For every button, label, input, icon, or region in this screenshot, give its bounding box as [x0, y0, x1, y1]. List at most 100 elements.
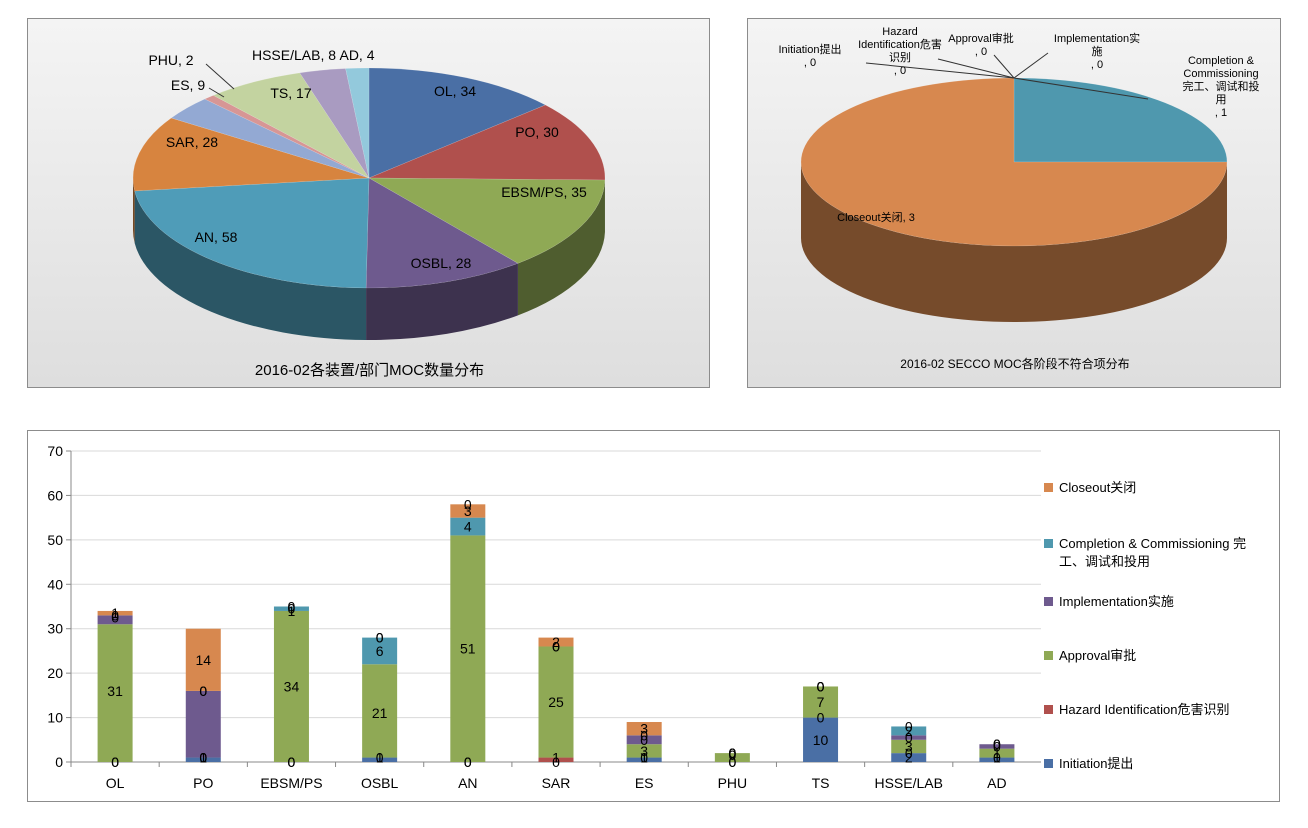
- pie-slice-ol: [368, 67, 547, 179]
- legend-label: Initiation提出: [1059, 756, 1134, 771]
- y-tick-label: 50: [47, 532, 63, 548]
- y-tick-label: 70: [47, 443, 63, 459]
- bar-data-label-ts-approval: 7: [817, 694, 825, 710]
- leader-line-es: [208, 87, 225, 98]
- x-tick-label-osbl: OSBL: [361, 775, 399, 791]
- bar-data-label-sar-implementation: 0: [552, 638, 560, 654]
- bar-data-label-es-initiation: 1: [640, 750, 648, 766]
- legend-item-implementation: Implementation实施: [1044, 593, 1259, 611]
- stage-pie-svg: Initiation提出, 0 Hazard Identification危害识别,…: [779, 26, 1260, 322]
- pie-data-label-approval: Approval审批, 0: [948, 31, 1013, 58]
- leader-line-implementation: [1013, 52, 1049, 79]
- legend-swatch: [1044, 539, 1053, 548]
- pie-slice-side-an: [134, 190, 367, 340]
- bar-data-label-phu-implementation: 0: [728, 745, 736, 761]
- bar-data-label-hsse-lab-implementation: 0: [905, 730, 913, 746]
- bar-segment-osbl-completion-commissioning: [362, 637, 398, 665]
- pie-slice-sar: [132, 117, 370, 192]
- pie-data-label-ebsm-ps: EBSM/PS, 35: [501, 184, 587, 200]
- stage-nonconformance-pie-chart: Initiation提出, 0 Hazard Identification危害识别,…: [747, 18, 1281, 388]
- pie-slice-side-osbl: [366, 263, 518, 340]
- bar-segment-ad-approval: [979, 748, 1015, 758]
- bar-data-label-ts-implementation: 0: [817, 678, 825, 694]
- x-tick-label-ebsm-ps: EBSM/PS: [260, 775, 322, 791]
- bar-data-label-ad-completion-commissioning: 0: [993, 736, 1001, 752]
- leader-line-approval: [993, 54, 1015, 79]
- bar-data-label-an-approval: 51: [460, 641, 476, 657]
- bar-data-label-ebsm-ps-approval: 34: [284, 678, 300, 694]
- department-pie-svg: OL, 34 PO, 30 EBSM/PS, 35 OSBL, 28 AN, 58 SAR…: [132, 47, 606, 340]
- bar-data-label-po-approval: 0: [199, 683, 207, 699]
- legend-label: Approval审批: [1059, 648, 1137, 663]
- bar-data-label-ebsm-ps-implementation: 1: [288, 603, 296, 619]
- bar-segment-es-initiation: [626, 757, 662, 762]
- bar-segment-ad-implementation: [979, 744, 1015, 749]
- y-tick-label: 10: [47, 710, 63, 726]
- pie-chart-title: 2016-02各装置/部门MOC数量分布: [254, 362, 485, 379]
- bar-data-label-es-hazard-identification: 0: [640, 750, 648, 766]
- bar-data-label-sar-closeout: 2: [552, 634, 560, 650]
- pie-data-label-phu: PHU, 2: [148, 52, 193, 68]
- bar-data-label-osbl-hazard-identification: 1: [376, 750, 384, 766]
- bar-data-label-osbl-completion-commissioning: 6: [376, 643, 384, 659]
- leader-line-hazard-identification: [937, 58, 1015, 79]
- bar-segment-phu-approval: [714, 753, 750, 762]
- bar-data-label-po-completion-commissioning: 0: [199, 683, 207, 699]
- bar-data-label-ebsm-ps-hazard-identification: 0: [288, 754, 296, 770]
- pie-chart-title: 2016-02 SECCO MOC各阶段不符合项分布: [900, 357, 1130, 371]
- legend-label: Completion & Commissioning 完工、调试和投用: [1059, 536, 1247, 569]
- pie-data-label-hazard-identification: Hazard Identification危害识别, 0: [858, 26, 942, 77]
- bar-data-label-sar-initiation: 0: [552, 754, 560, 770]
- bar-segment-osbl-initiation: [362, 757, 398, 762]
- y-tick-label: 0: [55, 754, 63, 770]
- bar-data-label-po-initiation: 0: [199, 750, 207, 766]
- bar-data-label-ol-initiation: 0: [111, 754, 119, 770]
- bar-data-label-po-closeout: 14: [195, 652, 211, 668]
- bar-data-label-hsse-lab-hazard-identification: 0: [905, 745, 913, 761]
- x-tick-label-po: PO: [193, 775, 213, 791]
- bar-data-label-ad-hazard-identification: 0: [993, 750, 1001, 766]
- bar-data-label-sar-hazard-identification: 1: [552, 750, 560, 766]
- leader-line-initiation: [865, 62, 1015, 79]
- bar-data-label-phu-initiation: 0: [728, 754, 736, 770]
- stacked-bar-chart: 0 10 20 30 40 50 60 70 OL PO EBSM/PS OSBL AN SAR ES PHU…: [27, 430, 1280, 802]
- legend-item-approval: Approval审批: [1044, 647, 1259, 665]
- bar-data-label-ts-initiation: 10: [813, 732, 829, 748]
- x-tick-label-an: AN: [458, 775, 477, 791]
- bar-segment-hsse-lab-implementation: [891, 735, 927, 740]
- bar-segment-ebsm-ps-approval: [273, 610, 309, 762]
- legend-swatch: [1044, 705, 1053, 714]
- legend-swatch: [1044, 651, 1053, 660]
- pie-slice-an: [134, 177, 370, 289]
- bar-segment-hsse-lab-completion-commissioning: [891, 726, 927, 736]
- legend-label: Hazard Identification危害识别: [1059, 702, 1230, 717]
- y-tick-label: 60: [47, 487, 63, 503]
- bar-data-label-an-implementation: 0: [464, 496, 472, 512]
- bar-segment-ol-closeout: [97, 610, 133, 616]
- y-tick-label: 20: [47, 665, 63, 681]
- bar-segment-sar-closeout: [538, 637, 574, 647]
- pie-data-label-an: AN, 58: [195, 229, 238, 245]
- bar-data-label-ad-implementation: 0: [993, 738, 1001, 754]
- bar-data-label-ad-closeout: 0: [993, 736, 1001, 752]
- bar-data-label-hsse-lab-closeout: 0: [905, 718, 913, 734]
- bar-segment-an-completion-commissioning: [450, 517, 486, 536]
- pie-data-label-sar: SAR, 28: [166, 134, 218, 150]
- pie-data-label-ts: TS, 17: [270, 85, 311, 101]
- bar-segment-po-initiation: [185, 757, 221, 762]
- legend-item-closeout: Closeout关闭: [1044, 479, 1259, 497]
- legend-item-initiation: Initiation提出: [1044, 755, 1259, 773]
- y-tick-label: 30: [47, 621, 63, 637]
- bar-data-label-es-approval: 3: [640, 743, 648, 759]
- bar-data-label-an-completion-commissioning: 4: [464, 519, 472, 535]
- bar-data-label-ebsm-ps-initiation: 0: [288, 754, 296, 770]
- pie-data-label-osbl: OSBL, 28: [411, 255, 472, 271]
- pie-data-label-completion-commissioning: Completion & Commissioning 完工、调试和投用, 1: [1183, 55, 1260, 119]
- legend-item-hazard-identification: Hazard Identification危害识别: [1044, 701, 1259, 719]
- pie-slice-ad: [345, 67, 370, 179]
- bar-data-label-ebsm-ps-completion-commissioning: 0: [288, 601, 296, 617]
- bar-data-label-po-hazard-identification: 1: [199, 750, 207, 766]
- x-tick-label-ad: AD: [987, 775, 1006, 791]
- pie-data-label-ad: AD, 4: [339, 47, 374, 63]
- bar-data-label-ol-completion-commissioning: 0: [111, 607, 119, 623]
